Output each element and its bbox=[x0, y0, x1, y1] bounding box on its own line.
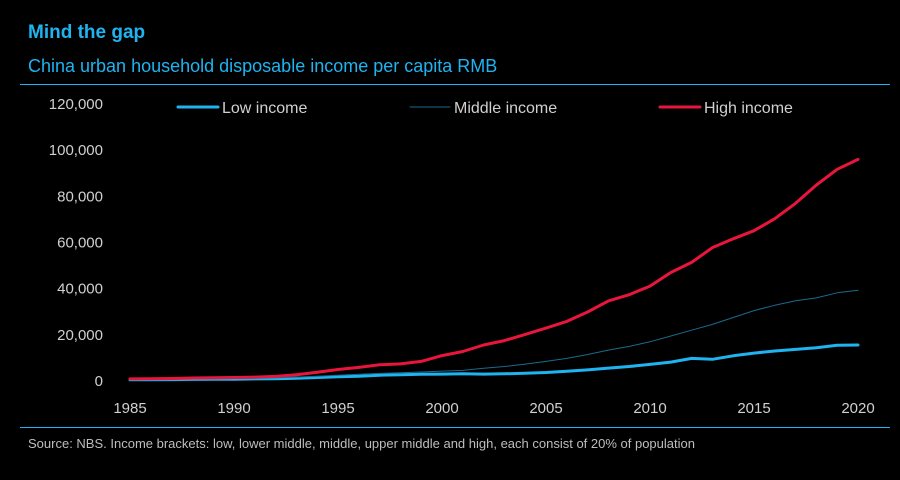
y-tick-label: 40,000 bbox=[57, 281, 103, 298]
x-tick-label: 2020 bbox=[841, 400, 874, 417]
series-line-high-income bbox=[128, 157, 860, 381]
y-tick-label: 60,000 bbox=[57, 235, 103, 252]
legend-label: Low income bbox=[222, 100, 307, 117]
series-line-low-income bbox=[128, 343, 860, 382]
legend-label: Middle income bbox=[454, 100, 557, 117]
source-note: Source: NBS. Income brackets: low, lower… bbox=[28, 436, 695, 451]
x-tick-label: 2015 bbox=[737, 400, 770, 417]
x-tick-label: 1990 bbox=[217, 400, 250, 417]
top-divider bbox=[20, 84, 890, 85]
y-tick-label: 120,000 bbox=[49, 96, 103, 113]
x-tick-label: 2010 bbox=[633, 400, 666, 417]
y-tick-label: 80,000 bbox=[57, 188, 103, 205]
x-tick-label: 1995 bbox=[321, 400, 354, 417]
y-tick-label: 0 bbox=[95, 373, 103, 390]
legend-label: High income bbox=[704, 100, 793, 117]
series-line-middle-income bbox=[129, 289, 859, 380]
x-tick-label: 2000 bbox=[425, 400, 458, 417]
y-tick-label: 20,000 bbox=[57, 327, 103, 344]
x-tick-label: 1985 bbox=[113, 400, 146, 417]
bottom-divider bbox=[20, 427, 890, 428]
x-tick-label: 2005 bbox=[529, 400, 562, 417]
y-tick-label: 100,000 bbox=[49, 142, 103, 159]
line-chart: 0 20,000 40,000 60,000 80,000 100,000 120,000 1… bbox=[49, 96, 875, 417]
chart-title: Mind the gap bbox=[28, 22, 146, 43]
chart-subtitle: China urban household disposable income … bbox=[28, 56, 498, 76]
